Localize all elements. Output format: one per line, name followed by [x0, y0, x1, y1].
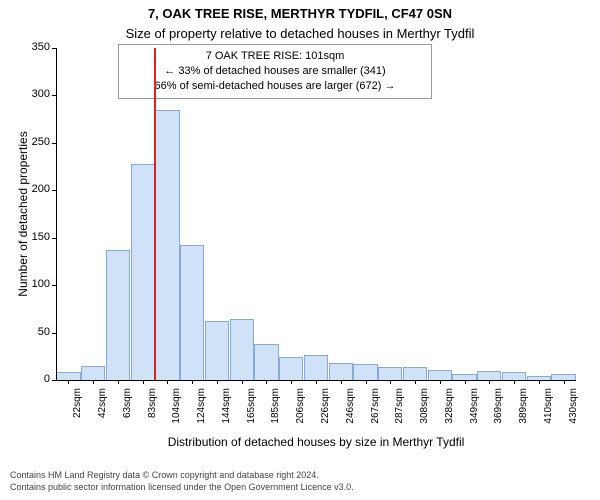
x-tick-label: 104sqm: [171, 388, 182, 440]
histogram-bar: [106, 250, 130, 380]
x-tick-mark: [564, 380, 565, 384]
x-tick-label: 63sqm: [122, 388, 133, 440]
x-tick-label: 22sqm: [72, 388, 83, 440]
chart-container: 7, OAK TREE RISE, MERTHYR TYDFIL, CF47 0…: [0, 0, 600, 500]
x-tick-label: 369sqm: [493, 388, 504, 440]
x-tick-label: 328sqm: [444, 388, 455, 440]
y-tick-label: 350: [22, 41, 50, 53]
y-tick-label: 50: [22, 326, 50, 338]
x-tick-label: 246sqm: [345, 388, 356, 440]
x-tick-label: 83sqm: [147, 388, 158, 440]
chart-title-main: 7, OAK TREE RISE, MERTHYR TYDFIL, CF47 0…: [0, 6, 600, 21]
x-tick-mark: [440, 380, 441, 384]
x-tick-mark: [143, 380, 144, 384]
x-tick-mark: [366, 380, 367, 384]
x-tick-mark: [93, 380, 94, 384]
x-tick-mark: [266, 380, 267, 384]
x-tick-mark: [291, 380, 292, 384]
x-tick-label: 165sqm: [246, 388, 257, 440]
marker-line: [154, 48, 156, 380]
histogram-bar: [279, 357, 303, 380]
y-tick-label: 300: [22, 88, 50, 100]
histogram-bar: [304, 355, 328, 380]
y-tick-label: 0: [22, 373, 50, 385]
histogram-bar: [155, 110, 179, 380]
y-tick-mark: [52, 95, 56, 96]
x-tick-mark: [489, 380, 490, 384]
histogram-bar: [403, 367, 427, 380]
y-tick-label: 250: [22, 136, 50, 148]
x-tick-label: 185sqm: [270, 388, 281, 440]
x-tick-label: 226sqm: [320, 388, 331, 440]
histogram-bar: [230, 319, 254, 380]
x-tick-label: 430sqm: [568, 388, 579, 440]
x-tick-mark: [539, 380, 540, 384]
x-tick-label: 124sqm: [196, 388, 207, 440]
x-tick-mark: [118, 380, 119, 384]
histogram-bar: [428, 370, 452, 380]
y-tick-mark: [52, 380, 56, 381]
histogram-bar: [180, 245, 204, 380]
y-tick-label: 150: [22, 231, 50, 243]
histogram-bar: [254, 344, 278, 380]
y-tick-mark: [52, 333, 56, 334]
y-tick-label: 200: [22, 183, 50, 195]
histogram-bar: [205, 321, 229, 380]
x-tick-mark: [242, 380, 243, 384]
y-tick-mark: [52, 238, 56, 239]
y-axis-line: [56, 48, 57, 380]
x-tick-mark: [465, 380, 466, 384]
y-tick-mark: [52, 285, 56, 286]
y-tick-mark: [52, 190, 56, 191]
x-tick-mark: [217, 380, 218, 384]
x-tick-label: 267sqm: [370, 388, 381, 440]
x-tick-label: 389sqm: [518, 388, 529, 440]
histogram-bar: [131, 164, 155, 380]
histogram-bar: [81, 366, 105, 380]
footer-line1: Contains HM Land Registry data © Crown c…: [10, 470, 354, 482]
histogram-bar: [378, 367, 402, 380]
y-tick-label: 100: [22, 278, 50, 290]
x-tick-mark: [167, 380, 168, 384]
x-tick-mark: [316, 380, 317, 384]
y-tick-mark: [52, 143, 56, 144]
histogram-bar: [353, 364, 377, 380]
histogram-bar: [329, 363, 353, 380]
x-tick-mark: [341, 380, 342, 384]
x-tick-mark: [390, 380, 391, 384]
x-tick-mark: [415, 380, 416, 384]
y-tick-mark: [52, 48, 56, 49]
x-tick-label: 42sqm: [97, 388, 108, 440]
x-tick-mark: [514, 380, 515, 384]
footer: Contains HM Land Registry data © Crown c…: [10, 470, 354, 493]
x-tick-mark: [192, 380, 193, 384]
x-tick-label: 349sqm: [469, 388, 480, 440]
x-tick-label: 206sqm: [295, 388, 306, 440]
x-tick-mark: [68, 380, 69, 384]
x-tick-label: 287sqm: [394, 388, 405, 440]
footer-line2: Contains public sector information licen…: [10, 482, 354, 494]
histogram-bar: [56, 372, 80, 380]
histogram-bar: [502, 372, 526, 380]
x-tick-label: 308sqm: [419, 388, 430, 440]
x-tick-label: 410sqm: [543, 388, 554, 440]
plot-area: [56, 48, 576, 380]
x-tick-label: 144sqm: [221, 388, 232, 440]
histogram-bar: [477, 371, 501, 380]
chart-title-sub: Size of property relative to detached ho…: [0, 26, 600, 41]
